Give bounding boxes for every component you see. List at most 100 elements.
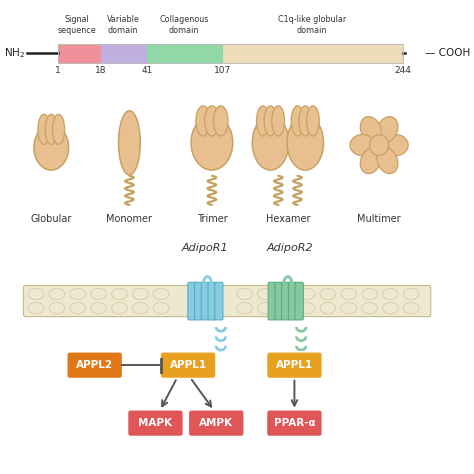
Ellipse shape xyxy=(341,302,356,314)
Ellipse shape xyxy=(320,288,336,300)
Ellipse shape xyxy=(383,302,398,314)
Text: Globular: Globular xyxy=(30,214,72,224)
FancyBboxPatch shape xyxy=(268,282,276,320)
Text: Collagenous
domain: Collagenous domain xyxy=(159,15,209,35)
Ellipse shape xyxy=(299,106,312,136)
Text: 41: 41 xyxy=(141,66,153,75)
FancyBboxPatch shape xyxy=(128,410,183,437)
Ellipse shape xyxy=(111,302,127,314)
FancyBboxPatch shape xyxy=(188,282,196,320)
Text: MAPK: MAPK xyxy=(138,418,173,428)
Ellipse shape xyxy=(38,114,50,145)
Ellipse shape xyxy=(360,117,382,143)
Ellipse shape xyxy=(291,106,304,136)
Ellipse shape xyxy=(350,135,375,156)
Text: 1: 1 xyxy=(55,66,61,75)
Ellipse shape xyxy=(307,106,319,136)
FancyBboxPatch shape xyxy=(208,282,216,320)
Ellipse shape xyxy=(272,106,284,136)
Ellipse shape xyxy=(132,302,148,314)
Text: PPAR-α: PPAR-α xyxy=(273,418,315,428)
Text: Hexamer: Hexamer xyxy=(265,214,310,224)
Ellipse shape xyxy=(196,106,210,136)
Ellipse shape xyxy=(153,288,169,300)
Text: AdipoR2: AdipoR2 xyxy=(267,243,313,253)
Ellipse shape xyxy=(362,302,377,314)
FancyBboxPatch shape xyxy=(282,282,290,320)
Text: Trimer: Trimer xyxy=(197,214,228,224)
Ellipse shape xyxy=(118,111,140,175)
Ellipse shape xyxy=(299,302,315,314)
Ellipse shape xyxy=(28,288,44,300)
FancyBboxPatch shape xyxy=(67,352,123,379)
Bar xyxy=(223,44,403,63)
Ellipse shape xyxy=(383,288,398,300)
Bar xyxy=(147,44,223,63)
Ellipse shape xyxy=(341,288,356,300)
Ellipse shape xyxy=(360,148,382,173)
Text: APPL1: APPL1 xyxy=(170,360,207,370)
Text: C1q-like globular
domain: C1q-like globular domain xyxy=(278,15,346,35)
Ellipse shape xyxy=(403,302,419,314)
FancyBboxPatch shape xyxy=(288,282,297,320)
Ellipse shape xyxy=(257,302,273,314)
Ellipse shape xyxy=(70,288,86,300)
Text: 18: 18 xyxy=(95,66,107,75)
Text: 107: 107 xyxy=(214,66,231,75)
Ellipse shape xyxy=(70,302,86,314)
Ellipse shape xyxy=(49,288,65,300)
Text: 244: 244 xyxy=(394,66,411,75)
Ellipse shape xyxy=(205,106,219,136)
Text: NH$_2$: NH$_2$ xyxy=(4,46,25,60)
Ellipse shape xyxy=(111,288,127,300)
FancyBboxPatch shape xyxy=(201,282,210,320)
Ellipse shape xyxy=(403,288,419,300)
Ellipse shape xyxy=(299,288,315,300)
FancyBboxPatch shape xyxy=(266,410,322,437)
Ellipse shape xyxy=(191,116,233,170)
Text: APPL2: APPL2 xyxy=(76,360,113,370)
Text: Monomer: Monomer xyxy=(107,214,153,224)
Ellipse shape xyxy=(45,114,57,145)
Bar xyxy=(101,44,147,63)
Ellipse shape xyxy=(91,288,106,300)
FancyBboxPatch shape xyxy=(194,282,203,320)
Text: Multimer: Multimer xyxy=(357,214,401,224)
Ellipse shape xyxy=(34,125,69,170)
FancyBboxPatch shape xyxy=(188,410,244,437)
Ellipse shape xyxy=(28,302,44,314)
Ellipse shape xyxy=(377,148,398,173)
Text: APPL1: APPL1 xyxy=(276,360,313,370)
Ellipse shape xyxy=(257,288,273,300)
FancyBboxPatch shape xyxy=(160,352,216,379)
Text: Variable
domain: Variable domain xyxy=(107,15,139,35)
Text: AdipoR1: AdipoR1 xyxy=(182,243,229,253)
Ellipse shape xyxy=(213,106,228,136)
Ellipse shape xyxy=(362,288,377,300)
Text: AMPK: AMPK xyxy=(199,418,233,428)
Ellipse shape xyxy=(237,288,252,300)
Ellipse shape xyxy=(377,117,398,143)
FancyBboxPatch shape xyxy=(266,352,322,379)
Ellipse shape xyxy=(252,116,289,170)
FancyBboxPatch shape xyxy=(24,285,431,317)
FancyBboxPatch shape xyxy=(275,282,283,320)
Ellipse shape xyxy=(53,114,64,145)
Ellipse shape xyxy=(256,106,269,136)
Ellipse shape xyxy=(383,135,408,156)
Text: Signal
sequence: Signal sequence xyxy=(58,15,97,35)
Ellipse shape xyxy=(91,302,106,314)
FancyBboxPatch shape xyxy=(215,282,223,320)
FancyBboxPatch shape xyxy=(295,282,303,320)
Ellipse shape xyxy=(287,116,324,170)
Bar xyxy=(58,44,101,63)
Bar xyxy=(58,44,403,63)
Ellipse shape xyxy=(132,288,148,300)
Ellipse shape xyxy=(264,106,277,136)
Text: — COOH: — COOH xyxy=(425,48,470,58)
Circle shape xyxy=(370,135,389,155)
Ellipse shape xyxy=(153,302,169,314)
Ellipse shape xyxy=(320,302,336,314)
Ellipse shape xyxy=(237,302,252,314)
Ellipse shape xyxy=(49,302,65,314)
